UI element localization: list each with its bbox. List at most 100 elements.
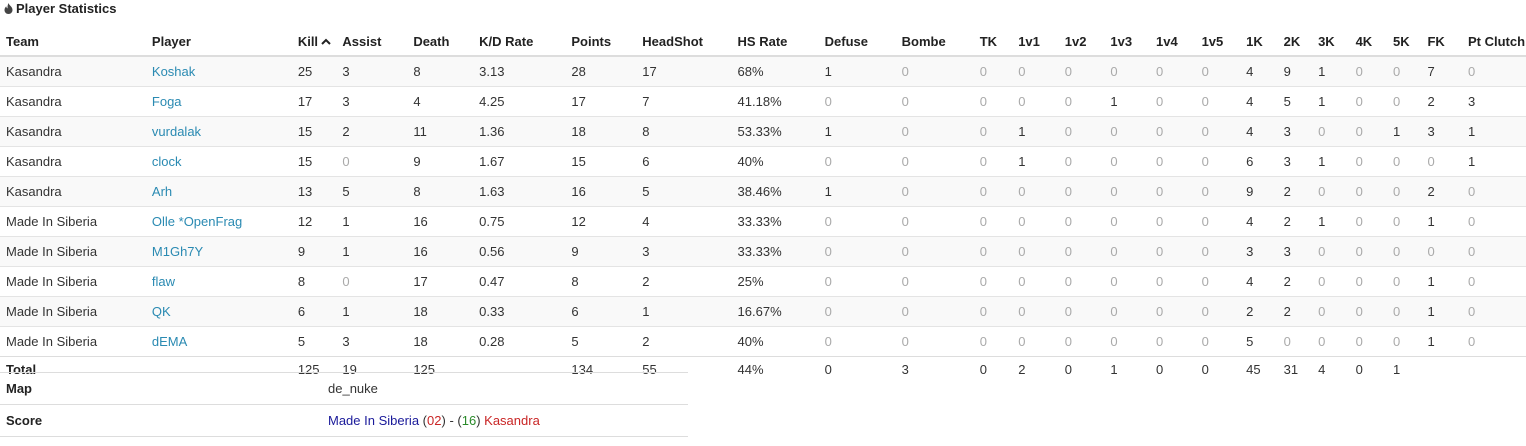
cell-1v2: 0 (1058, 206, 1105, 237)
column-header-fk[interactable]: FK (1421, 27, 1462, 57)
cell-kill: 15 (291, 146, 337, 177)
cell-1k: 6 (1240, 146, 1278, 177)
column-header-tk[interactable]: TK (973, 27, 1013, 57)
cell-hs-rate: 41.18% (731, 86, 819, 117)
column-header-5k[interactable]: 5K (1387, 27, 1422, 57)
cell-5k: 0 (1387, 146, 1422, 177)
cell-hs-rate: 53.33% (731, 116, 819, 147)
score-row: Score Made In Siberia (02) - (16) Kasand… (0, 404, 688, 437)
column-header-team[interactable]: Team (0, 27, 146, 57)
column-header-1v3[interactable]: 1v3 (1104, 27, 1150, 57)
cell-1v1: 0 (1012, 206, 1059, 237)
cell-1v1: 0 (1012, 266, 1059, 297)
cell-kill: 12 (291, 206, 337, 237)
column-header-4k[interactable]: 4K (1349, 27, 1388, 57)
cell-4k: 0 (1349, 86, 1388, 117)
column-header-bombe[interactable]: Bombe (895, 27, 974, 57)
cell-4k: 0 (1349, 116, 1388, 147)
cell-death: 16 (407, 206, 474, 237)
cell-tk: 0 (973, 176, 1013, 207)
cell-1v4: 0 (1149, 296, 1196, 327)
column-header-1v5[interactable]: 1v5 (1195, 27, 1241, 57)
column-header-kill[interactable]: Kill (291, 27, 337, 57)
caret-up-icon[interactable] (321, 38, 331, 45)
player-link[interactable]: dEMA (145, 326, 292, 357)
column-header-death[interactable]: Death (407, 27, 474, 57)
column-header-hs-rate[interactable]: HS Rate (731, 27, 819, 57)
column-header-2k[interactable]: 2K (1277, 27, 1313, 57)
cell-1v2: 0 (1058, 146, 1105, 177)
table-row: Made In Siberia flaw 8 0 17 0.47 8 2 25% 0 0 0 0 0 0 0 0… (0, 266, 1526, 297)
player-link[interactable]: Olle *OpenFrag (145, 206, 292, 237)
score-team-b[interactable]: Kasandra (484, 413, 540, 428)
cell-3k: 1 (1312, 55, 1350, 87)
player-link[interactable]: vurdalak (145, 116, 292, 147)
cell-kill: 13 (291, 176, 337, 207)
cell-pt-clutch: 0 (1462, 176, 1526, 207)
column-header-1v2[interactable]: 1v2 (1058, 27, 1105, 57)
cell-assist: 0 (336, 266, 408, 297)
cell-3k: 1 (1312, 86, 1350, 117)
cell-3k: 0 (1312, 296, 1350, 327)
player-link[interactable]: Koshak (145, 55, 292, 87)
column-header-label: Player (151, 33, 191, 49)
column-header-assist[interactable]: Assist (336, 27, 408, 57)
cell-kill: 15 (291, 116, 337, 147)
column-header-1k[interactable]: 1K (1240, 27, 1278, 57)
cell-tk: 0 (973, 266, 1013, 297)
column-header-label: Kill (297, 33, 319, 49)
cell-1v1: 1 (1012, 146, 1059, 177)
total-1k: 45 (1240, 356, 1278, 382)
player-link[interactable]: QK (145, 296, 292, 327)
cell-death: 11 (407, 116, 474, 147)
player-link[interactable]: clock (145, 146, 292, 177)
cell-k-d-rate: 0.75 (473, 206, 566, 237)
player-link[interactable]: Arh (145, 176, 292, 207)
column-header-label: 1v3 (1110, 33, 1133, 49)
table-row: Kasandra Foga 17 3 4 4.25 17 7 41.18% 0 0 0 0 0 1 0 0 4 5 1… (0, 86, 1526, 117)
cell-death: 4 (407, 86, 474, 117)
cell-headshot: 5 (636, 176, 732, 207)
cell-defuse: 1 (818, 55, 896, 87)
column-header-headshot[interactable]: HeadShot (636, 27, 732, 57)
column-header-1v1[interactable]: 1v1 (1012, 27, 1059, 57)
cell-1v1: 0 (1012, 236, 1059, 267)
player-link[interactable]: Foga (145, 86, 292, 117)
cell-k-d-rate: 1.67 (473, 146, 566, 177)
cell-1v5: 0 (1195, 176, 1241, 207)
cell-5k: 0 (1387, 176, 1422, 207)
section-title: Player Statistics (4, 0, 116, 18)
cell-1v5: 0 (1195, 326, 1241, 357)
column-header-k-d-rate[interactable]: K/D Rate (473, 27, 566, 57)
column-header-3k[interactable]: 3K (1312, 27, 1350, 57)
cell-points: 5 (565, 326, 637, 357)
column-header-label: TK (979, 33, 998, 49)
score-team-a[interactable]: Made In Siberia (328, 413, 420, 428)
cell-pt-clutch: 0 (1462, 206, 1526, 237)
cell-4k: 0 (1349, 326, 1388, 357)
table-row: Made In Siberia dEMA 5 3 18 0.28 5 2 40% 0 0 0 0 0 0 0 0… (0, 326, 1526, 357)
cell-hs-rate: 68% (731, 55, 819, 87)
cell-1v1: 0 (1012, 86, 1059, 117)
column-header-1v4[interactable]: 1v4 (1149, 27, 1196, 57)
cell-pt-clutch: 0 (1462, 266, 1526, 297)
cell-fk: 2 (1421, 176, 1462, 207)
player-link[interactable]: flaw (145, 266, 292, 297)
cell-1v4: 0 (1149, 86, 1196, 117)
cell-2k: 3 (1277, 146, 1313, 177)
player-link[interactable]: M1Gh7Y (145, 236, 292, 267)
cell-1v2: 0 (1058, 176, 1105, 207)
cell-5k: 0 (1387, 206, 1422, 237)
column-header-player[interactable]: Player (145, 27, 292, 57)
cell-1v2: 0 (1058, 86, 1105, 117)
column-header-label: Assist (342, 33, 382, 49)
cell-bombe: 0 (895, 55, 974, 87)
column-header-pt-clutch[interactable]: Pt Clutch (1462, 27, 1526, 57)
total-1v3: 1 (1104, 356, 1150, 382)
cell-tk: 0 (973, 86, 1013, 117)
score-team-b-score: 16 (461, 413, 477, 428)
column-header-points[interactable]: Points (565, 27, 637, 57)
cell-1v3: 0 (1104, 236, 1150, 267)
cell-defuse: 0 (818, 146, 896, 177)
column-header-defuse[interactable]: Defuse (818, 27, 896, 57)
